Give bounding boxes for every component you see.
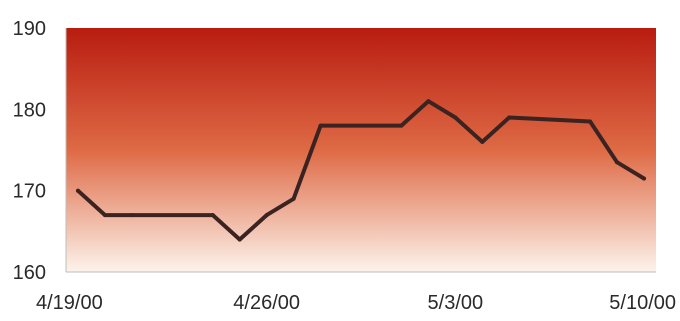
x-tick-labels: 4/19/00 4/26/00 5/3/00 5/10/00 [36,292,676,314]
data-point [291,196,296,201]
y-tick-label: 160 [13,262,46,284]
data-point [103,213,107,218]
data-point [453,115,458,120]
data-point [129,213,134,218]
data-point [237,237,242,242]
y-tick-label: 180 [13,99,46,121]
data-point [76,188,80,193]
x-tick-label: 4/19/00 [36,292,103,314]
x-tick-label: 4/26/00 [233,292,300,314]
plot-area-background [66,28,656,272]
price-series-line [76,99,646,242]
x-tick-label: 5/10/00 [609,292,676,314]
y-tick-label: 170 [13,181,46,203]
x-tick-label: 5/3/00 [428,292,484,314]
data-point [642,176,646,181]
data-point [264,213,269,218]
data-point [588,119,593,124]
y-tick-labels: 160 170 180 190 [13,18,46,284]
data-point [426,99,431,104]
data-point [399,123,404,128]
data-point [480,139,485,144]
data-point [318,123,323,128]
data-point [615,160,619,165]
data-point [210,213,215,218]
y-tick-label: 190 [13,18,46,40]
series-layer [76,99,646,242]
data-point [507,115,512,120]
